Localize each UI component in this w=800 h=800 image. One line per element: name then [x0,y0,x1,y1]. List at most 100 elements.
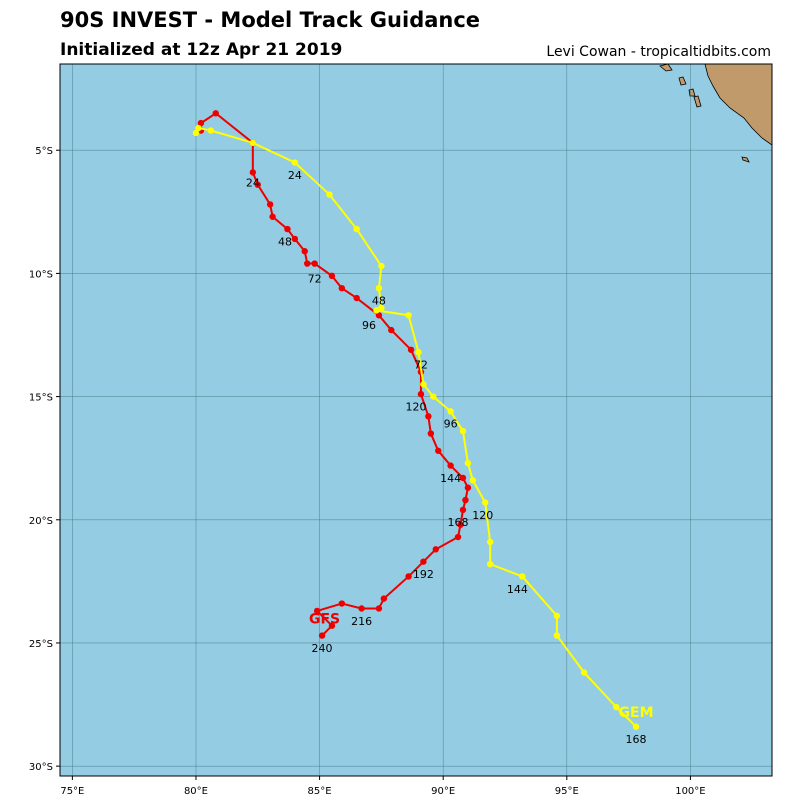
y-tick-label: 10°S [29,269,53,280]
graticule [60,64,772,776]
gem-track-point [207,127,215,134]
gfs-track-point [358,605,365,612]
land-island [741,156,750,163]
gfs-track-point [249,169,257,176]
gfs-track-point [291,235,299,243]
axis-ticks: 75°E 80°E 85°E 90°E 95°E 100°E 5°S 10°S 15°S 20°S… [29,146,706,797]
x-tick-label: 95°E [555,786,579,797]
gfs-track-point [328,272,336,280]
gfs-track-point [197,119,205,127]
gem-track-point [459,427,467,435]
gfs-hour-label: 96 [362,319,376,332]
gfs-track-point [375,605,383,612]
x-tick-label: 80°E [184,786,208,797]
gfs-track-point [459,506,467,514]
gfs-track-point [417,390,425,398]
gfs-track-point [405,573,412,580]
land-island [678,76,687,86]
gem-track-point [613,703,620,711]
y-tick-label: 25°S [29,639,53,650]
gfs-track-point [427,430,435,437]
gfs-track-point [338,600,346,607]
gfs-track-point [464,484,472,491]
gfs-track-point [407,346,415,353]
gfs-hour-label: 120 [406,400,427,413]
gem-track-point [378,304,385,312]
x-tick-label: 75°E [60,786,84,797]
gem-track-point [519,573,526,580]
y-tick-label: 30°S [29,762,53,773]
gem-track-point [632,723,640,730]
gfs-track-point [375,312,383,319]
gfs-hour-label: 72 [308,272,322,285]
gem-track-point [553,612,561,620]
gfs-track-point [353,294,360,302]
gfs-hour-label: 144 [440,472,461,485]
gem-hour-label: 120 [472,509,493,522]
gem-model-label: GEM [619,705,654,721]
credit-text: Levi Cowan - tropicaltidbits.com [546,44,771,60]
gfs-track-point [388,326,395,334]
gfs-hour-label: 216 [351,615,372,628]
x-tick-label: 85°E [308,786,332,797]
gem-track-point [192,129,200,137]
land-island [659,64,673,72]
gfs-hour-label: 24 [246,176,260,189]
y-tick-label: 5°S [35,146,53,157]
gem-track-point [580,669,588,676]
gem-track-point [378,262,385,270]
gfs-track-point [318,632,326,639]
model-tracks [192,110,640,730]
gem-track-point [326,191,333,198]
gfs-track-point [447,462,454,469]
gfs-track-point [454,533,462,541]
gem-hour-label: 48 [372,295,386,308]
gfs-hour-label: 240 [312,642,333,655]
chart-subtitle: Initialized at 12z Apr 21 2019 [60,40,343,60]
gem-track-point [291,159,299,166]
gfs-track-point [457,521,464,528]
gfs-track-point [301,248,308,255]
gem-track-point [486,560,494,568]
gem-track-point [430,393,437,400]
gfs-track-point [435,447,442,454]
gfs-track-point [266,201,274,208]
gfs-track-point [269,213,276,220]
gem-track-point [486,538,494,546]
y-tick-label: 15°S [29,393,53,404]
gfs-hour-label: 48 [278,235,292,248]
gem-track-point [373,307,380,314]
gfs-hour-label: 192 [413,568,434,581]
gfs-model-label: GFS [309,611,340,627]
ocean-background [60,64,772,776]
gfs-track-point [338,284,346,292]
gem-track-point [249,139,257,147]
gfs-track-point [313,607,321,615]
gfs-track-point [254,181,261,188]
gfs-track-point [425,413,432,420]
gem-hour-label: 144 [507,583,528,596]
track-labels: 24 48 72 96 120 144 168 192 216 240 GFS 24 48 72 96 120… [246,169,654,746]
gem-hour-label: 96 [444,418,458,431]
map-frame [59,63,773,777]
gem-track-point [375,284,383,292]
gfs-track-point [380,595,388,602]
gem-track-point [420,381,427,388]
gfs-track-point [311,260,318,267]
gem-track-point [469,477,477,484]
chart-title: 90S INVEST - Model Track Guidance [60,8,481,32]
gem-track-point [553,632,561,639]
gfs-track-point [432,546,439,553]
gem-track-point [415,349,422,356]
gfs-track-point [304,260,311,267]
gem-track-line [195,127,637,728]
gem-hour-label: 24 [288,169,302,182]
gfs-track-point [284,225,291,233]
y-tick-label: 20°S [29,516,53,527]
gem-track-point [464,459,472,467]
gem-track-point [405,312,412,319]
gfs-track-point [420,558,427,565]
gfs-track-point [212,110,219,117]
gem-track-point [195,124,202,132]
